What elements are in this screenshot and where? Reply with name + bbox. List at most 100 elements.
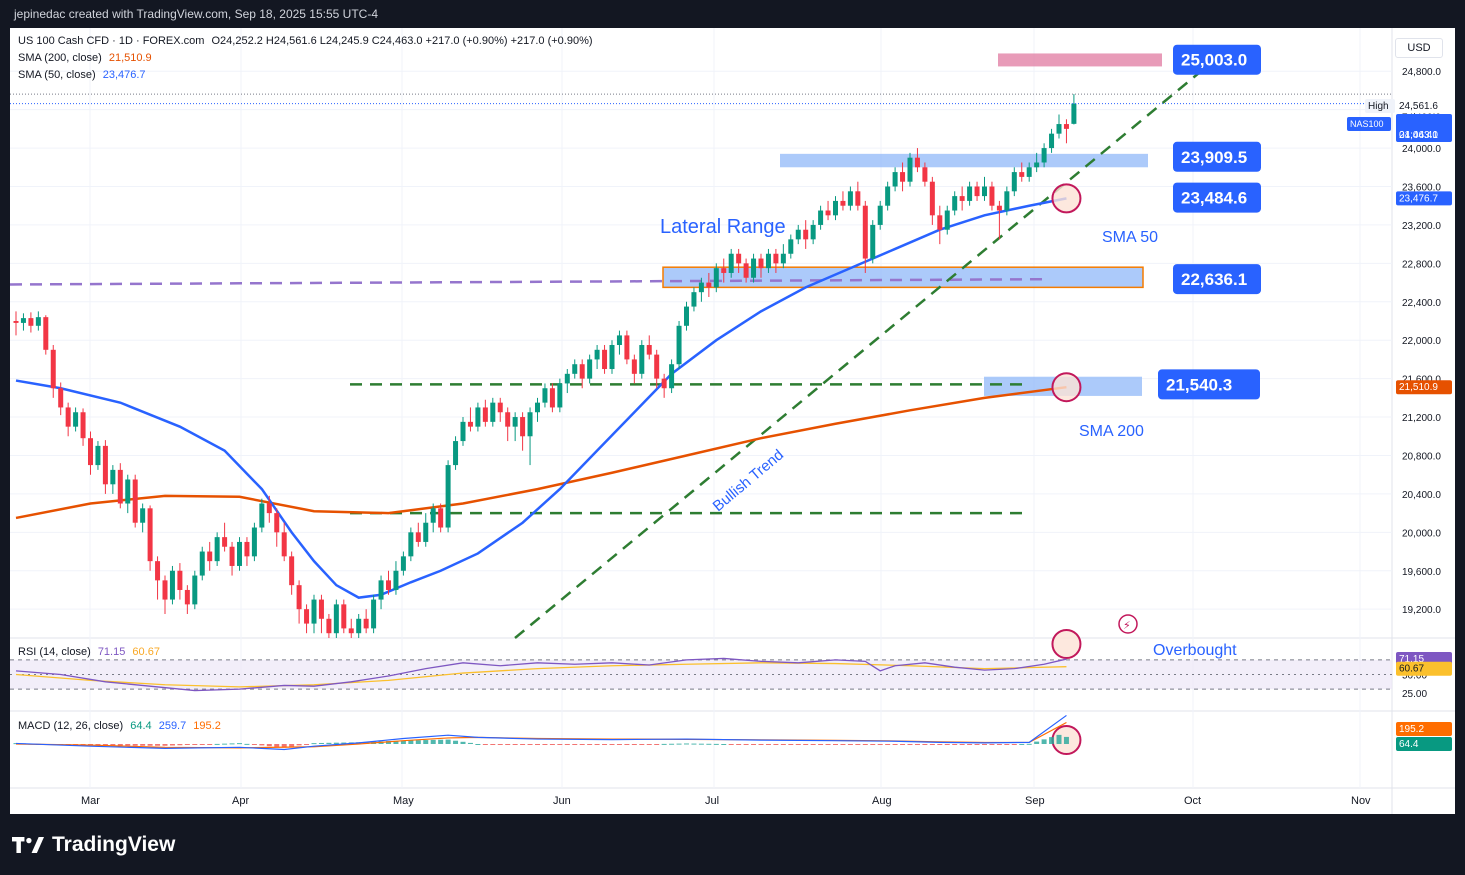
macd-histogram-bar [706,743,712,745]
macd-histogram-bar [855,744,861,745]
macd-histogram-bar [765,744,771,745]
candle-body [706,282,712,288]
macd-line [15,714,1067,751]
candle-body [535,402,540,413]
macd-histogram-bar [996,744,1002,745]
chart-frame[interactable]: 24,800.024,400.024,000.023,600.023,200.0… [10,28,1455,814]
macd-histogram-bar [795,744,801,745]
candle-body [251,527,257,557]
macd-histogram-bar [162,744,168,746]
legend-rsi-row: RSI (14, close) 71.15 60.67 [18,646,160,658]
candle-body [147,508,153,562]
candle-body [1034,162,1040,168]
macd-histogram-bar [982,744,987,745]
price-tick-label: 23,600.0 [1402,183,1441,194]
candle-body [1004,191,1010,211]
candle-body [453,441,459,466]
currency-button[interactable]: USD [1395,38,1443,58]
macd-histogram-bar [616,744,622,745]
candle-body [736,253,742,264]
candle-body [721,268,727,273]
candle-body [698,282,704,293]
macd-histogram-bar [251,744,257,745]
macd-histogram-bar [1034,741,1040,744]
macd-histogram-bar [438,739,444,744]
candle-body [482,407,488,422]
macd-histogram-bar [289,744,295,747]
macd-histogram-bar [773,744,779,745]
brand-name: TradingView [52,833,176,856]
macd-histogram-bar [944,744,950,745]
price-tick-label: 20,400.0 [1402,490,1441,501]
macd-histogram-bar [885,744,891,745]
macd-histogram-bar [736,744,742,745]
macd-histogram-bar [698,743,704,745]
price-chart[interactable]: 24,800.024,400.024,000.023,600.023,200.0… [10,28,1455,814]
candle-body [967,186,973,201]
macd-histogram-bar [833,744,838,745]
macd-histogram-bar [959,744,965,745]
candle-body [974,186,980,197]
legend-macd-hist: 64.4 [130,720,152,732]
price-tick-label: 22,000.0 [1402,336,1441,347]
candle-body [661,378,667,389]
price-tick-label: 21,200.0 [1402,413,1441,424]
candle-body [847,191,853,206]
candle-body [110,469,116,485]
candle-body [1071,103,1077,124]
level-label: 21,540.3 [1166,375,1232,394]
high-tag-label: High [1368,101,1389,112]
candle-body [266,503,272,514]
last-price-tag: 24,463.0 [1399,130,1438,141]
macd-hist-axis-tag-bg [1396,737,1452,751]
candle-body [728,253,734,273]
macd-histogram-bar [572,744,578,745]
price-tick-label: 20,000.0 [1402,528,1441,539]
macd-histogram-bar [110,744,116,746]
macd-histogram-bar [229,743,235,745]
candle-body [214,537,220,562]
macd-histogram-bar [937,744,943,745]
macd-histogram-bar [400,740,406,744]
candle-body [274,513,280,533]
month-label: Apr [232,795,249,807]
macd-histogram-bar [862,744,868,745]
macd-histogram-bar [594,744,600,745]
candle-body [50,349,56,389]
month-label: Oct [1184,795,1201,807]
macd-histogram-bar [460,741,466,744]
tradingview-logo-icon [12,837,44,853]
candle-body [311,599,317,624]
candle-body [810,224,816,240]
level-label-bg [1173,264,1261,295]
candle-body [885,186,891,206]
candle-body [356,618,362,634]
macd-histogram-bar [542,744,548,745]
candle-body [58,388,64,408]
candle-body [475,407,481,427]
macd-histogram-bar [914,744,920,745]
level-label-bg [1173,44,1261,75]
candle-body [490,402,496,422]
candle-body [914,157,920,168]
candle-body [572,364,578,374]
level-label-bg [1173,182,1261,213]
macd-histogram-bar [520,744,526,745]
macd-histogram-bar [318,742,324,744]
legend-macd-line: 259.7 [158,720,187,732]
macd-histogram-bar [840,744,846,745]
macd-histogram-bar [1063,736,1069,744]
macd-histogram-bar [505,744,511,745]
sma200-axis-tag-bg [1396,380,1452,395]
macd-histogram-bar [237,743,242,745]
macd-histogram-bar [281,744,287,748]
candle-body [780,253,786,264]
macd-histogram-bar [1056,734,1062,744]
candle-body [602,349,608,370]
candle-body [80,412,86,439]
candle-body [371,599,377,629]
candle-body [467,421,473,427]
rsi-tick-label: 50.00 [1402,671,1427,682]
macd-histogram-bar [870,744,876,745]
macd-histogram-bar [177,744,183,746]
